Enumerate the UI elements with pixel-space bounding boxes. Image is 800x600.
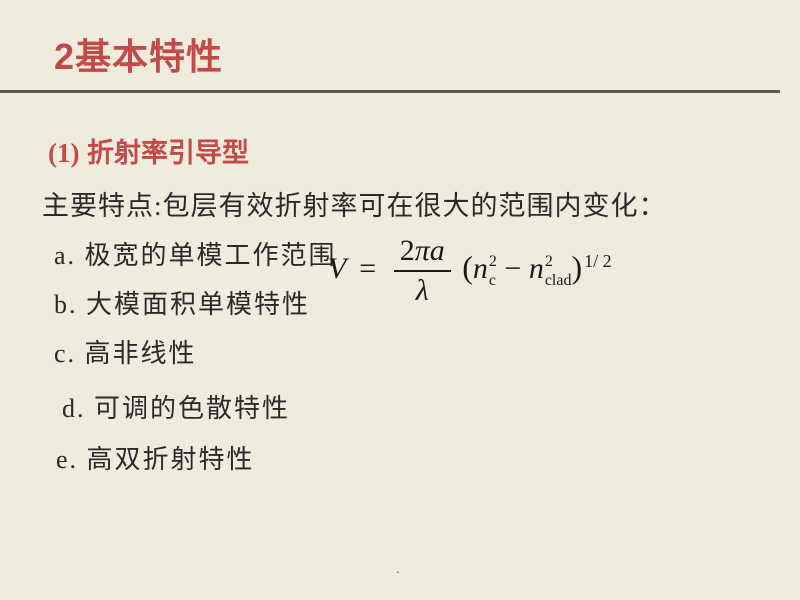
- denominator: λ: [394, 272, 451, 308]
- item-e: e. 高双折射特性: [56, 439, 760, 476]
- title-number: 2: [54, 36, 75, 77]
- main-point: 主要特点:包层有效折射率可在很大的范围内变化：: [42, 184, 760, 223]
- num-a: a: [430, 234, 445, 267]
- subtitle-text: 折射率引导型: [79, 138, 249, 168]
- equals-sign: =: [359, 252, 376, 285]
- right-paren: ): [571, 249, 582, 285]
- formula-lhs: V: [328, 252, 346, 285]
- n2-sup: 2: [545, 254, 572, 270]
- title-bar: 2基本特性: [0, 28, 780, 93]
- minus-sign: −: [497, 252, 529, 285]
- slide-title: 2基本特性: [54, 28, 780, 80]
- fraction: 2πa λ: [394, 234, 451, 308]
- num-2: 2: [400, 234, 415, 267]
- formula: V = 2πa λ (n2c − n2clad)1/ 2: [328, 234, 612, 308]
- left-paren: (: [462, 249, 473, 285]
- item-d: d. 可调的色散特性: [62, 388, 760, 425]
- n2-supsub: 2 clad: [545, 254, 572, 289]
- n2-sub: clad: [545, 273, 572, 289]
- title-text: 基本特性: [75, 36, 223, 77]
- item-c: c. 高非线性: [54, 333, 760, 370]
- numerator: 2πa: [394, 234, 451, 272]
- n2-base: n: [529, 252, 544, 285]
- slide: 2基本特性 (1) 折射率引导型 主要特点:包层有效折射率可在很大的范围内变化：…: [0, 0, 800, 600]
- footer-dot: .: [396, 560, 400, 576]
- num-pi: π: [415, 234, 430, 267]
- n1-supsub: 2c: [489, 254, 497, 289]
- n1-sup: 2: [489, 254, 497, 270]
- n1-base: n: [473, 252, 488, 285]
- outer-exponent: 1/ 2: [584, 251, 612, 271]
- subtitle: (1) 折射率引导型: [48, 131, 760, 170]
- subtitle-number: (1): [48, 138, 79, 168]
- n1-sub: c: [489, 273, 497, 289]
